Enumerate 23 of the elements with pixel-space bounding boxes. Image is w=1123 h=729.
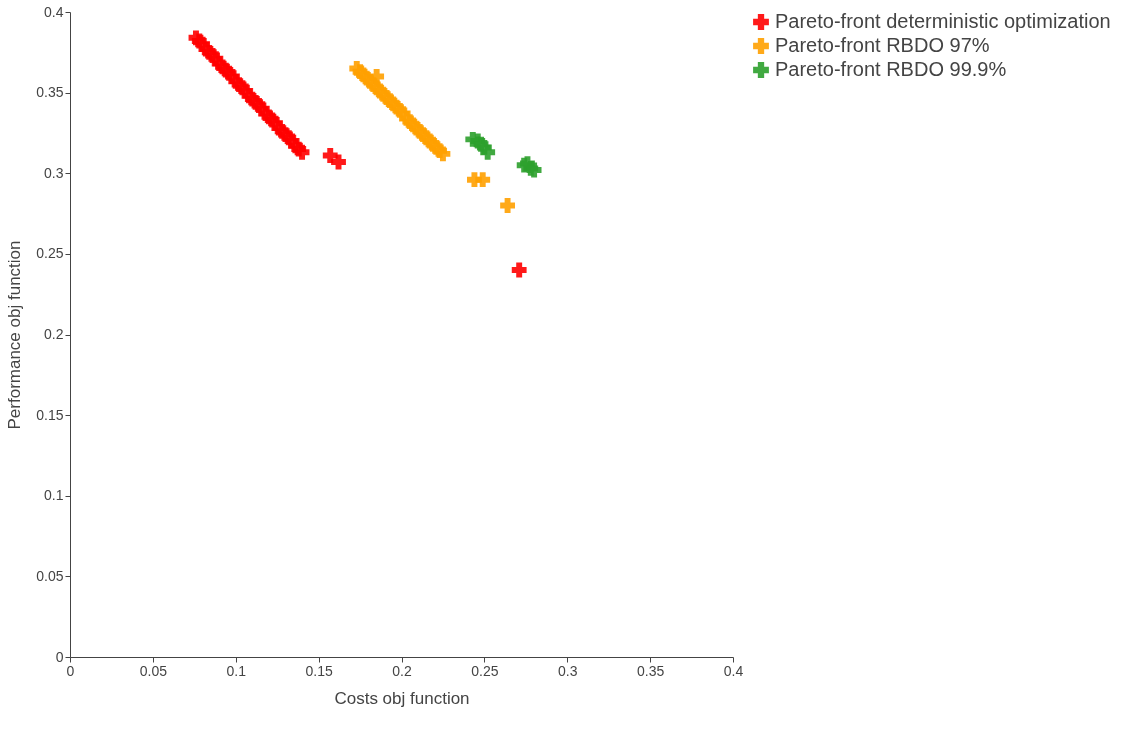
legend-label: Pareto-front RBDO 99.9%	[775, 58, 1007, 80]
x-tick-label: 0.1	[226, 662, 247, 679]
legend-label: Pareto-front RBDO 97%	[775, 34, 990, 56]
x-tick-label: 0.35	[637, 662, 665, 679]
y-tick-label: 0.05	[36, 567, 64, 584]
x-tick-label: 0.3	[558, 662, 578, 679]
legend-label: Pareto-front deterministic optimization	[775, 10, 1111, 32]
x-tick-label: 0.15	[305, 662, 333, 679]
x-axis-title: Costs obj function	[334, 688, 470, 708]
y-tick-label: 0.2	[44, 326, 64, 342]
y-tick-label: 0	[55, 648, 64, 665]
x-tick-label: 0.25	[471, 662, 499, 679]
y-tick-label: 0.3	[44, 164, 64, 181]
y-tick-label: 0.1	[44, 487, 64, 504]
y-tick-label: 0.4	[44, 3, 64, 20]
x-tick-label: 0.05	[139, 662, 168, 679]
x-tick-label: 0	[66, 662, 75, 679]
y-tick-label: 0.35	[36, 84, 64, 101]
y-axis-title: Performance obj function	[5, 240, 25, 430]
x-tick-label: 0.4	[723, 662, 744, 679]
y-tick-label: 0.15	[36, 406, 64, 423]
x-tick-label: 0.2	[392, 662, 412, 679]
y-tick-label: 0.25	[36, 245, 64, 262]
